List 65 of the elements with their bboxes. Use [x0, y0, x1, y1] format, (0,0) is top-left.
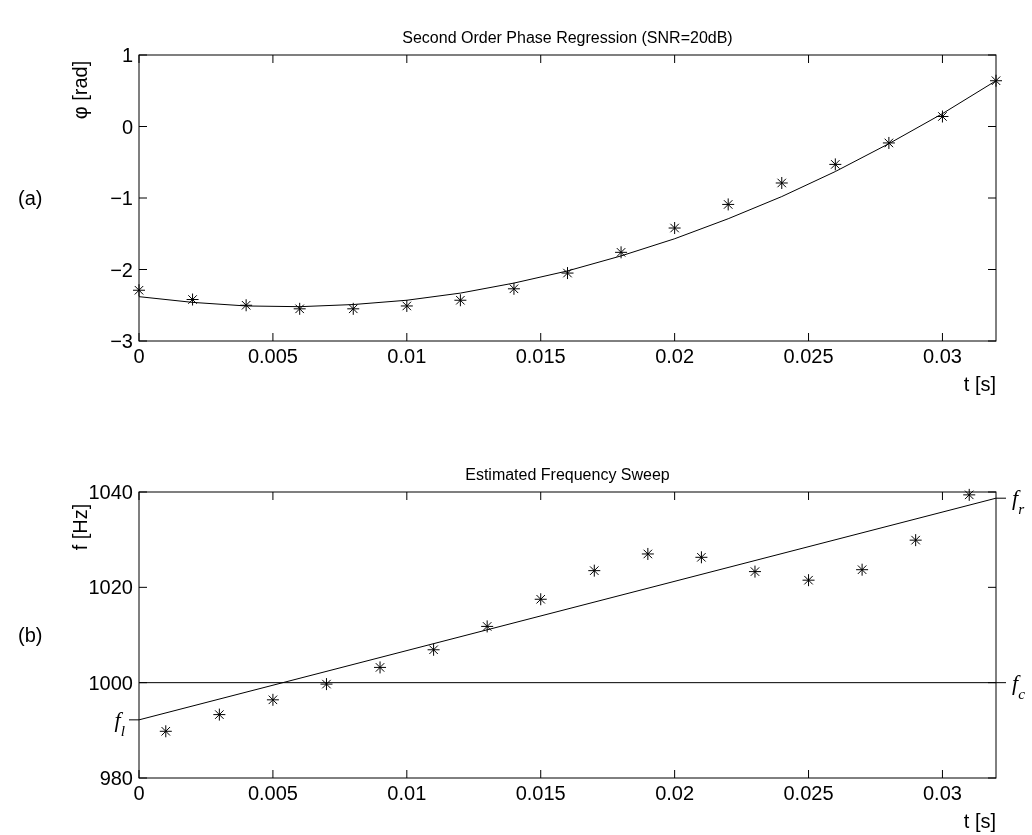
y-tick-label: 1000 — [88, 671, 133, 694]
point — [694, 550, 708, 564]
point — [668, 221, 682, 235]
y-tick-label: −1 — [110, 187, 133, 209]
point — [239, 298, 253, 312]
chart-title: Second Order Phase Regression (SNR=20dB) — [402, 29, 733, 46]
point — [159, 724, 173, 738]
x-tick-label: 0.01 — [387, 782, 427, 804]
x-tick-label: 0.005 — [247, 345, 298, 367]
point — [319, 677, 333, 691]
point — [828, 157, 842, 171]
x-tick-label: 0.01 — [387, 345, 427, 367]
y-tick-label: −2 — [110, 258, 133, 281]
annotation: f$_{r}$ — [1012, 485, 1026, 517]
chart-title: Estimated Frequency Sweep — [465, 466, 670, 483]
y-tick-label: f$_{l}$ — [114, 706, 125, 739]
point — [989, 74, 1003, 88]
point — [212, 708, 226, 722]
point — [132, 283, 146, 297]
x-tick-label: 0.02 — [655, 782, 695, 804]
point — [721, 197, 735, 211]
y-tick-label: 1040 — [88, 481, 133, 503]
point — [373, 660, 387, 674]
text: (b) — [18, 624, 43, 646]
point — [882, 136, 896, 150]
point — [346, 302, 360, 316]
y-tick-label: 0 — [121, 115, 133, 138]
x-tick-label: 0.03 — [922, 345, 962, 367]
point — [293, 302, 307, 316]
x-tick-label: 0.03 — [922, 782, 962, 804]
x-tick-label: 0.02 — [655, 345, 695, 367]
y-tick-label: 1 — [121, 44, 133, 66]
y-axis-title: f [Hz] — [69, 503, 91, 551]
point — [802, 573, 816, 587]
point — [587, 564, 601, 578]
point — [453, 293, 467, 307]
point — [400, 299, 414, 313]
point — [748, 565, 762, 579]
point — [909, 533, 923, 547]
text: (a) — [18, 187, 43, 209]
ref-line-label: f$_{c}$ — [1012, 669, 1026, 702]
y-tick-label: 1020 — [88, 576, 133, 599]
point — [480, 619, 494, 633]
x-tick-label: 0.005 — [247, 782, 298, 804]
point — [641, 547, 655, 561]
point — [427, 643, 441, 657]
point — [186, 293, 200, 307]
point — [266, 693, 280, 707]
point — [534, 592, 548, 606]
y-axis-title: φ [rad] — [69, 60, 91, 120]
point — [855, 563, 869, 577]
x-tick-label: 0.025 — [783, 782, 834, 804]
point — [614, 245, 628, 259]
x-axis-title: t [s] — [963, 373, 996, 395]
point — [561, 266, 574, 280]
y-tick-label: 980 — [99, 767, 133, 789]
point — [775, 176, 789, 190]
x-tick-label: 0.015 — [515, 782, 566, 804]
x-tick-label: 0.025 — [783, 345, 834, 367]
x-tick-label: 0.015 — [515, 345, 566, 367]
y-tick-label: −3 — [110, 330, 133, 352]
point — [962, 488, 976, 502]
point — [507, 282, 521, 296]
x-axis-title: t [s] — [963, 810, 996, 832]
point — [935, 109, 949, 123]
